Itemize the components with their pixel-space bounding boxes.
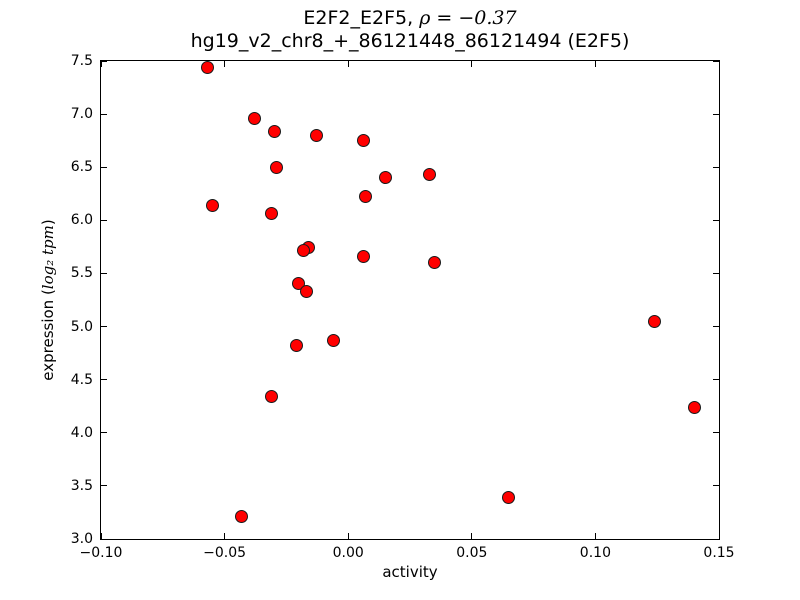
y-tick-right: [713, 166, 719, 168]
x-tick-bottom: [100, 533, 102, 539]
chart-title: E2F2_E2F5, ρ = −0.37 hg19_v2_chr8_+_8612…: [100, 7, 720, 53]
title-rho-value: ρ = −0.37: [419, 7, 517, 29]
scatter-point: [200, 60, 214, 74]
x-tick-bottom: [718, 533, 720, 539]
y-tick-right: [713, 272, 719, 274]
x-tick-top: [347, 61, 349, 67]
x-axis-label: activity: [382, 563, 438, 581]
scatter-point: [687, 400, 701, 414]
x-tick-top: [594, 61, 596, 67]
y-tick-label: 6.0: [70, 212, 93, 229]
x-tick-label: −0.05: [203, 545, 247, 561]
x-tick-bottom: [594, 533, 596, 539]
y-axis-label: expression (log₂ tpm): [39, 219, 57, 380]
x-tick-top: [224, 61, 226, 67]
y-tick-left: [101, 219, 107, 221]
ylabel-prefix: expression (: [39, 289, 57, 381]
x-tick-top: [718, 61, 720, 67]
y-tick-left: [101, 272, 107, 274]
x-tick-label: −0.10: [79, 545, 123, 561]
y-tick-right: [713, 113, 719, 115]
ylabel-suffix: ): [39, 219, 57, 226]
x-tick-top: [100, 61, 102, 67]
scatter-point: [235, 510, 249, 524]
y-tick-right: [713, 379, 719, 381]
scatter-point: [299, 285, 313, 298]
scatter-point: [356, 134, 370, 148]
y-tick-label: 4.0: [70, 424, 93, 441]
ylabel-math: log₂ tpm: [39, 225, 57, 290]
y-tick-left: [101, 60, 107, 62]
y-tick-right: [713, 219, 719, 221]
y-tick-right: [713, 538, 719, 540]
y-tick-right: [713, 432, 719, 434]
y-tick-label: 3.5: [70, 477, 93, 494]
scatter-point: [297, 243, 311, 257]
y-tick-label: 4.5: [70, 371, 93, 388]
y-tick-right: [713, 326, 719, 328]
x-tick-label: 0.10: [579, 545, 611, 561]
scatter-point: [267, 124, 281, 138]
x-tick-bottom: [347, 533, 349, 539]
scatter-point: [378, 171, 392, 185]
scatter-point: [309, 128, 323, 142]
y-tick-label: 7.5: [70, 53, 93, 69]
y-tick-left: [101, 326, 107, 328]
y-tick-left: [101, 113, 107, 115]
y-tick-left: [101, 485, 107, 487]
scatter-point: [265, 390, 279, 404]
x-tick-bottom: [224, 533, 226, 539]
scatter-point: [423, 168, 437, 182]
y-tick-label: 3.0: [70, 531, 93, 547]
chart-title-line1: E2F2_E2F5, ρ = −0.37: [100, 7, 720, 30]
x-tick-label: 0.05: [456, 545, 488, 561]
scatter-point: [326, 333, 340, 347]
scatter-point: [648, 314, 662, 328]
y-tick-label: 5.5: [70, 265, 93, 282]
y-tick-label: 7.0: [70, 106, 93, 123]
y-tick-label: 6.5: [70, 159, 93, 176]
plot-area: [100, 60, 720, 540]
title-gene-pair: E2F2_E2F5,: [303, 7, 420, 29]
scatter-point: [265, 207, 279, 221]
scatter-point: [289, 339, 303, 353]
scatter-point: [359, 190, 372, 204]
y-tick-label: 5.0: [70, 318, 93, 335]
scatter-point: [502, 491, 516, 505]
y-tick-left: [101, 432, 107, 434]
scatter-point: [247, 111, 261, 125]
y-tick-left: [101, 379, 107, 381]
y-tick-left: [101, 538, 107, 540]
scatter-point: [356, 249, 370, 263]
y-tick-right: [713, 60, 719, 62]
x-tick-label: 0.15: [703, 545, 735, 561]
scatter-point: [205, 198, 219, 212]
chart-title-line2: hg19_v2_chr8_+_86121448_86121494 (E2F5): [190, 30, 630, 52]
y-tick-left: [101, 166, 107, 168]
x-tick-bottom: [471, 533, 473, 539]
scatter-point: [428, 256, 442, 270]
scatter-point: [270, 160, 283, 174]
x-tick-top: [471, 61, 473, 67]
y-tick-right: [713, 485, 719, 487]
x-tick-label: 0.00: [332, 545, 364, 561]
